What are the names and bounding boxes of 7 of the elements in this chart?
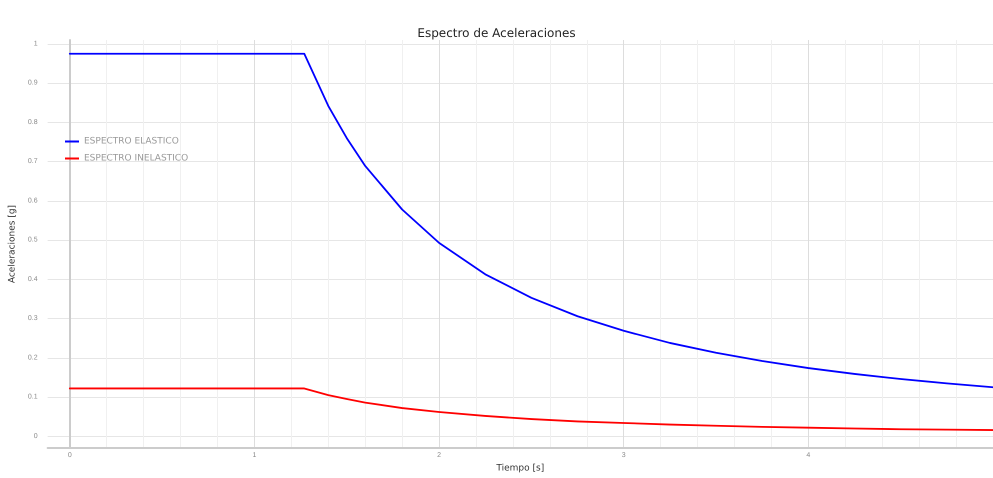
line-series (68, 388, 993, 431)
legend-label: ESPECTRO INELASTICO (84, 154, 188, 164)
chart-title: Espectro de Aceleraciones (417, 26, 576, 40)
x-axis-title: Tiempo [s] (495, 464, 544, 474)
line-series (68, 52, 993, 388)
legend-label: ESPECTRO ELASTICO (84, 136, 179, 146)
y-axis-title: Aceleraciones [g] (8, 204, 18, 284)
